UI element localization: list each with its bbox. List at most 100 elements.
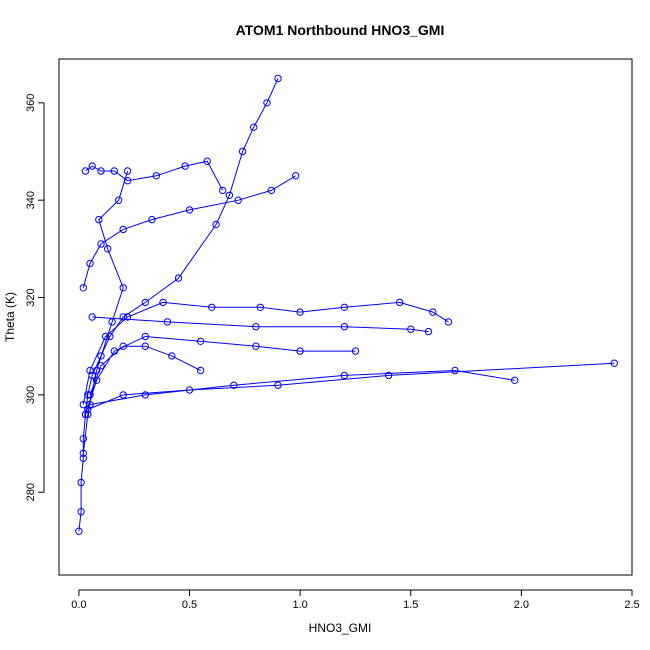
data-point <box>252 342 260 350</box>
data-point <box>384 371 393 380</box>
data-point <box>610 359 618 367</box>
data-point <box>340 323 349 331</box>
data-point <box>263 99 271 107</box>
data-point <box>174 274 183 282</box>
series-line <box>85 160 224 191</box>
data-point <box>159 298 167 307</box>
data-point <box>88 162 96 170</box>
y-tick-label: 280 <box>25 483 37 501</box>
data-point <box>340 371 349 380</box>
data-point <box>97 240 105 248</box>
data-series <box>79 172 300 292</box>
data-point <box>274 74 282 83</box>
data-point <box>238 147 247 156</box>
data-point <box>86 391 94 399</box>
data-point <box>163 318 172 326</box>
y-axis: 280 300 320 340 360 <box>25 94 45 501</box>
series-line <box>89 345 201 396</box>
data-point <box>84 391 92 399</box>
series-line <box>82 170 129 454</box>
data-point <box>97 362 105 370</box>
data-point <box>351 347 360 355</box>
data-point <box>97 352 105 360</box>
data-point <box>119 313 127 321</box>
data-point <box>77 478 85 487</box>
data-point <box>250 123 258 131</box>
data-point <box>340 303 349 311</box>
data-point <box>77 508 85 516</box>
data-point <box>444 318 453 326</box>
data-series <box>81 157 227 195</box>
data-series <box>75 74 282 535</box>
series-line <box>78 78 279 532</box>
plot-frame <box>58 58 633 576</box>
x-tick-label: 2.0 <box>514 599 529 611</box>
data-point <box>424 327 433 336</box>
data-point <box>84 410 92 419</box>
x-tick-label: 0.0 <box>71 599 86 611</box>
series-line <box>82 301 449 405</box>
data-point <box>119 225 127 234</box>
x-axis: 0.0 0.5 1.0 1.5 2.0 2.5 <box>71 589 640 611</box>
data-point <box>110 167 119 175</box>
x-tick-label: 1.5 <box>403 599 418 611</box>
data-point <box>79 435 88 443</box>
data-series <box>86 366 519 409</box>
data-point <box>108 318 116 326</box>
data-point <box>141 342 150 350</box>
data-point <box>396 298 404 307</box>
data-point <box>119 342 127 350</box>
data-point <box>97 167 105 175</box>
data-point <box>219 186 227 195</box>
data-point <box>152 172 161 180</box>
data-point <box>81 167 90 175</box>
data-point <box>88 313 96 321</box>
data-point <box>79 454 88 462</box>
data-point <box>101 332 110 341</box>
data-series <box>79 298 453 409</box>
data-point <box>148 215 156 224</box>
data-point <box>141 298 150 307</box>
data-point <box>119 391 127 399</box>
series-line <box>85 335 356 415</box>
data-point <box>79 284 88 292</box>
data-point <box>141 332 150 341</box>
data-point <box>230 381 238 389</box>
data-point <box>203 157 211 165</box>
data-point <box>92 366 101 375</box>
data-point <box>267 186 276 195</box>
data-point <box>115 196 123 204</box>
data-point <box>123 313 132 321</box>
data-point <box>185 206 194 214</box>
chart-title: ATOM1 Northbound HNO3_GMI <box>236 22 445 38</box>
data-point <box>256 303 264 311</box>
data-series <box>88 313 433 336</box>
x-tick-label: 2.5 <box>624 599 639 611</box>
data-series <box>79 167 132 457</box>
data-point <box>208 303 216 311</box>
x-axis-label: HNO3_GMI <box>309 621 372 635</box>
data-point <box>234 196 242 204</box>
data-point <box>106 332 114 341</box>
data-point <box>292 172 300 180</box>
data-series <box>86 342 205 399</box>
data-point <box>296 347 304 355</box>
x-tick-label: 0.5 <box>182 599 197 611</box>
data-point <box>141 391 150 399</box>
data-point <box>181 162 189 170</box>
data-point <box>75 527 83 535</box>
data-point <box>274 381 282 389</box>
data-point <box>168 352 176 360</box>
data-point <box>225 191 234 200</box>
data-series <box>84 359 618 414</box>
data-point <box>511 376 519 384</box>
series-line <box>89 369 515 406</box>
y-axis-label: Theta (K) <box>3 292 17 342</box>
data-point <box>196 366 205 375</box>
data-point <box>79 449 88 457</box>
data-point <box>407 325 415 333</box>
data-point <box>104 245 112 253</box>
data-point <box>451 366 459 375</box>
y-tick-label: 340 <box>25 191 37 209</box>
